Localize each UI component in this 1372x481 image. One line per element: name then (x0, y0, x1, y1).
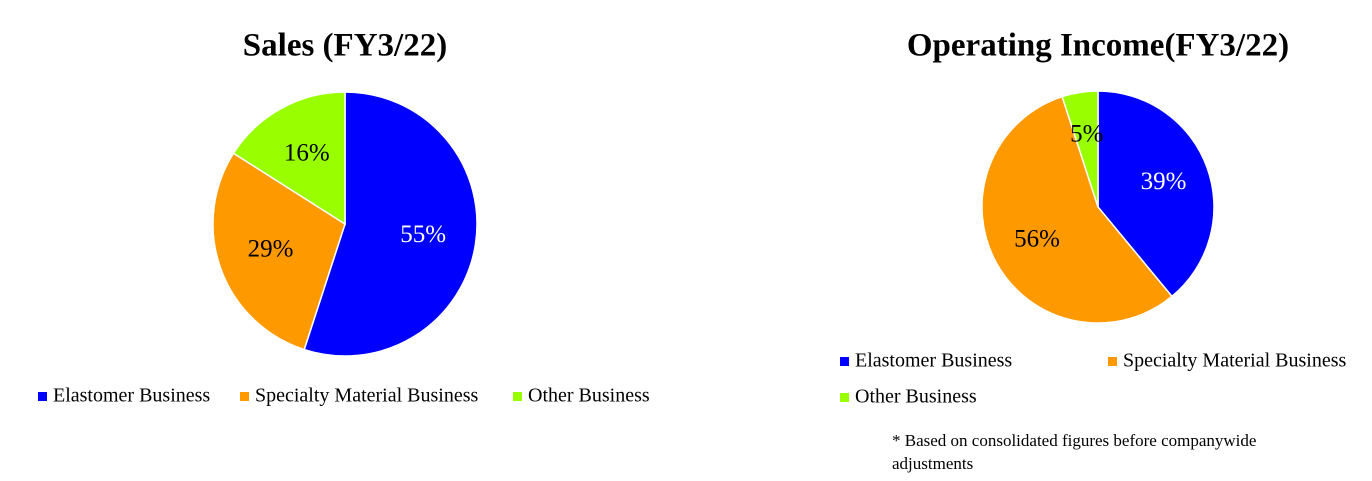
data-label: 16% (284, 139, 330, 166)
data-label: 55% (400, 221, 446, 248)
legend-swatch (240, 392, 249, 401)
pie-slice (981, 95, 1173, 324)
legend-swatch (513, 392, 522, 401)
legend-label: Elastomer Business (855, 350, 1012, 372)
pie-slice (1097, 90, 1215, 298)
legend-label: Elastomer Business (53, 385, 210, 407)
pie-slice (1061, 90, 1099, 208)
pie-slice (232, 91, 346, 226)
pie-slice (303, 91, 478, 357)
data-label: 56% (1014, 225, 1060, 252)
legend-label: Specialty Material Business (1123, 350, 1347, 372)
legend-swatch (38, 392, 47, 401)
pie-slice (212, 152, 346, 351)
data-label: 29% (248, 236, 294, 263)
data-label: 5% (1070, 121, 1103, 148)
legend-swatch (840, 393, 849, 402)
legend-label: Other Business (855, 386, 977, 408)
legend-label: Specialty Material Business (255, 385, 479, 407)
legend-swatch (840, 357, 849, 366)
legend-swatch (1108, 357, 1117, 366)
chart-title: Sales (FY3/22) (243, 28, 447, 64)
data-label: 39% (1141, 168, 1187, 195)
footnote: * Based on consolidated figures before c… (892, 431, 1257, 473)
legend-label: Other Business (528, 385, 650, 407)
chart-title: Operating Income(FY3/22) (907, 28, 1289, 64)
